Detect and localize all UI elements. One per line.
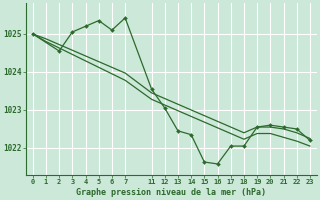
X-axis label: Graphe pression niveau de la mer (hPa): Graphe pression niveau de la mer (hPa) [76,188,266,197]
